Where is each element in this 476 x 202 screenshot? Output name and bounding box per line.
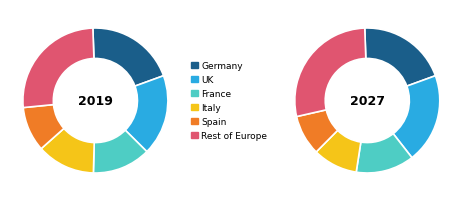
Wedge shape — [356, 134, 411, 173]
Wedge shape — [125, 76, 168, 152]
Wedge shape — [294, 29, 365, 117]
Legend: Germany, UK, France, Italy, Spain, Rest of Europe: Germany, UK, France, Italy, Spain, Rest … — [189, 61, 268, 141]
Text: 2019: 2019 — [78, 95, 113, 107]
Wedge shape — [93, 29, 163, 87]
Wedge shape — [23, 29, 94, 108]
Wedge shape — [23, 105, 64, 149]
Wedge shape — [296, 110, 337, 152]
Wedge shape — [93, 130, 147, 173]
Wedge shape — [364, 29, 435, 87]
Text: 2027: 2027 — [349, 95, 384, 107]
Wedge shape — [392, 76, 439, 158]
Wedge shape — [41, 129, 94, 173]
Wedge shape — [316, 131, 360, 172]
